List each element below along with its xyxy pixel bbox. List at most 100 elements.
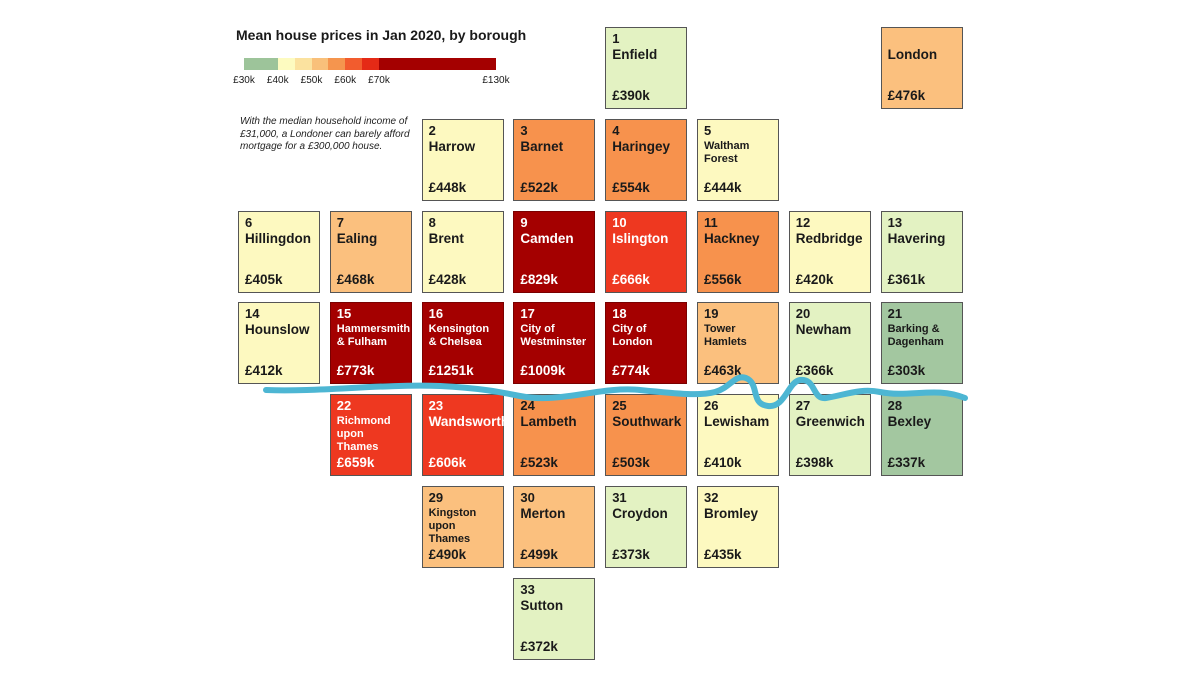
- borough-tile: 30 Merton £499k: [513, 486, 596, 568]
- legend-color-swatch: [362, 58, 379, 70]
- borough-number: 5: [704, 122, 712, 138]
- borough-tile: 13 Havering £361k: [880, 210, 963, 293]
- borough-number: 23: [428, 398, 444, 414]
- legend-tick-label: £60k: [334, 75, 357, 86]
- borough-tile: 7 Ealing £468k: [329, 210, 412, 293]
- borough-price: £444k: [704, 179, 742, 195]
- borough-name: Havering: [887, 230, 946, 246]
- borough-number: 22: [336, 398, 352, 414]
- borough-name: Bromley: [704, 506, 759, 521]
- borough-tile: 28 Bexley £337k: [880, 394, 963, 477]
- borough-number: 19: [704, 306, 719, 322]
- annotation-note: With the median household income of £31,…: [240, 116, 410, 152]
- borough-number: 29: [428, 490, 444, 505]
- borough-number: 9: [520, 214, 528, 230]
- borough-number: 1: [612, 31, 620, 46]
- borough-price: £373k: [612, 547, 650, 562]
- borough-name: Greenwich: [795, 414, 865, 430]
- borough-tile: 22 Richmond upon Thames £659k: [329, 394, 412, 477]
- borough-name: Kingston upon Thames: [428, 507, 477, 545]
- legend-color-swatch: [328, 58, 346, 70]
- borough-tile: 27 Greenwich £398k: [788, 394, 871, 477]
- borough-price: £366k: [795, 363, 834, 379]
- borough-price: £428k: [428, 271, 467, 287]
- borough-name: Croydon: [612, 506, 668, 521]
- borough-price: £372k: [520, 638, 558, 654]
- borough-number: 18: [612, 306, 627, 322]
- legend-color-swatch: [379, 58, 496, 70]
- borough-tile: 5 Waltham Forest £444k: [697, 118, 779, 201]
- legend-color-swatch: [311, 58, 329, 70]
- borough-price: £337k: [887, 455, 926, 471]
- borough-number: 15: [336, 306, 352, 322]
- borough-name: Brent: [428, 230, 464, 246]
- borough-tile: 10 Islington £666k: [605, 210, 688, 293]
- borough-tile: 3 Barnet £522k: [513, 118, 596, 201]
- borough-number: 6: [245, 214, 253, 230]
- borough-name: Lewisham: [704, 414, 770, 430]
- borough-price: £476k: [887, 88, 926, 103]
- borough-tile: 8 Brent £428k: [421, 210, 504, 293]
- chart-title: Mean house prices in Jan 2020, by boroug…: [236, 27, 527, 43]
- borough-price: £554k: [612, 179, 650, 195]
- borough-name: Harrow: [428, 138, 476, 154]
- borough-number: 7: [336, 214, 345, 230]
- borough-price: £523k: [520, 455, 558, 471]
- borough-tile: 23 Wandsworth £606k: [421, 394, 509, 477]
- borough-tile: 6 Hillingdon £405k: [238, 210, 320, 293]
- borough-name: Hammersmith & Fulham: [336, 323, 411, 349]
- color-legend: £30k £40k £50k £60k £70k £130k: [230, 56, 520, 96]
- borough-tile: London £476k: [880, 27, 963, 109]
- borough-number: 13: [887, 214, 903, 230]
- legend-color-swatch: [294, 58, 312, 70]
- borough-number: 11: [704, 214, 718, 230]
- borough-price: £522k: [520, 179, 558, 195]
- borough-name: Sutton: [520, 597, 564, 613]
- borough-tile: 33 Sutton £372k: [513, 577, 596, 660]
- borough-tile: 31 Croydon £373k: [605, 486, 688, 568]
- borough-price: £499k: [520, 547, 558, 562]
- borough-tile: 24 Lambeth £523k: [513, 394, 596, 477]
- borough-price: £666k: [612, 271, 650, 287]
- borough-price: £774k: [612, 363, 650, 379]
- borough-price: £468k: [336, 271, 375, 287]
- borough-number: 27: [795, 398, 811, 414]
- borough-number: 31: [612, 490, 627, 505]
- borough-price: £829k: [520, 271, 558, 287]
- borough-price: £390k: [612, 88, 650, 103]
- borough-number: 3: [520, 122, 528, 138]
- borough-number: 17: [520, 306, 535, 322]
- borough-price: £1251k: [428, 363, 474, 379]
- legend-tick-label: £30k: [233, 75, 255, 86]
- borough-name: Hounslow: [245, 322, 310, 338]
- borough-tile: 25 Southwark £503k: [605, 394, 688, 477]
- borough-name: Barking & Dagenham: [887, 323, 944, 349]
- legend-color-swatch: [244, 58, 278, 70]
- borough-price: £412k: [245, 363, 283, 379]
- borough-number: 10: [612, 214, 627, 230]
- borough-name: Hackney: [704, 230, 760, 246]
- borough-tile: 15 Hammersmith & Fulham £773k: [329, 302, 412, 385]
- borough-tile: 18 City of London £774k: [605, 302, 688, 385]
- borough-price: £659k: [336, 455, 375, 471]
- borough-name: Islington: [612, 230, 669, 246]
- borough-tile: 2 Harrow £448k: [421, 118, 504, 201]
- borough-tile: 4 Haringey £554k: [605, 118, 688, 201]
- legend-tick-label: £70k: [368, 75, 390, 86]
- borough-price: £448k: [428, 179, 467, 195]
- borough-tile: 32 Bromley £435k: [697, 486, 779, 568]
- borough-number: 28: [887, 398, 903, 414]
- borough-tile: 26 Lewisham £410k: [697, 394, 779, 477]
- borough-tile: 20 Newham £366k: [788, 302, 871, 385]
- borough-tile: 14 Hounslow £412k: [238, 302, 320, 385]
- borough-name: London: [887, 47, 938, 62]
- borough-name: Hillingdon: [245, 230, 311, 246]
- borough-number: 26: [704, 398, 719, 414]
- borough-name: Merton: [520, 506, 566, 521]
- borough-name: Richmond upon Thames: [336, 415, 391, 454]
- borough-price: £606k: [428, 455, 467, 471]
- legend-color-swatch: [345, 58, 363, 70]
- borough-name: Kensington & Chelsea: [428, 323, 490, 349]
- borough-price: £463k: [704, 363, 742, 379]
- borough-name: Lambeth: [520, 414, 577, 430]
